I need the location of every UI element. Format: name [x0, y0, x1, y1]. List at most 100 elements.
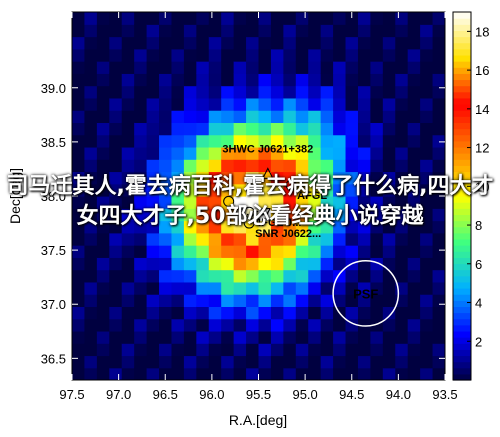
heatmap-cell — [308, 85, 322, 99]
heatmap-cell — [72, 208, 86, 222]
heatmap-cell — [432, 73, 445, 87]
heatmap-cell — [345, 110, 359, 123]
heatmap-cell — [171, 257, 185, 271]
heatmap-cell — [109, 61, 123, 74]
heatmap-cell — [208, 122, 222, 136]
heatmap-cell — [420, 196, 434, 209]
heatmap-cell — [432, 281, 445, 295]
heatmap-cell — [96, 73, 110, 87]
heatmap-cell — [345, 12, 359, 25]
heatmap-cell — [320, 61, 334, 74]
colorbar-segment — [453, 349, 471, 357]
heatmap-cell — [246, 183, 260, 197]
heatmap-cell — [109, 97, 123, 111]
heatmap-cell — [333, 12, 347, 25]
heatmap-cell — [333, 73, 347, 87]
heatmap-cell — [121, 208, 135, 222]
heatmap-cell — [333, 159, 347, 173]
heatmap-cell — [420, 73, 434, 87]
heatmap-cell — [134, 110, 148, 123]
heatmap-cell — [159, 294, 173, 307]
heatmap-cell — [357, 110, 371, 123]
heatmap-cell — [420, 343, 434, 357]
heatmap-cell — [420, 208, 434, 222]
heatmap-cell — [295, 245, 309, 258]
colorbar-segment — [453, 361, 471, 369]
heatmap-cell — [283, 232, 297, 246]
heatmap-cell — [395, 220, 409, 234]
heatmap-cell — [109, 355, 123, 369]
heatmap-cell — [121, 183, 135, 197]
x-tick-label: 93.5 — [432, 387, 457, 402]
heatmap-cell — [196, 355, 210, 369]
heatmap-cell — [382, 12, 396, 25]
colorbar-tick-label: 10 — [475, 179, 489, 194]
colorbar-segment — [453, 214, 471, 222]
heatmap-cell — [357, 367, 371, 380]
heatmap-cell — [96, 257, 110, 271]
heatmap-cell — [295, 85, 309, 99]
heatmap-cell — [84, 85, 98, 99]
heatmap-cell — [407, 122, 421, 136]
heatmap-cell — [208, 281, 222, 295]
heatmap-cell — [134, 12, 148, 25]
heatmap-cell — [196, 257, 210, 271]
heatmap-cell — [159, 306, 173, 320]
heatmap-cell — [159, 355, 173, 369]
heatmap-cell — [208, 146, 222, 160]
heatmap-cell — [72, 306, 86, 320]
heatmap-cell — [146, 294, 160, 307]
heatmap-cell — [134, 134, 148, 148]
heatmap-cell — [84, 61, 98, 74]
colorbar-segment — [453, 355, 471, 363]
heatmap-cell — [221, 73, 235, 87]
heatmap-cell — [407, 146, 421, 160]
colorbar-segment — [453, 165, 471, 173]
heatmap-cell — [146, 159, 160, 173]
heatmap-cell — [357, 208, 371, 222]
heatmap-cell — [171, 110, 185, 123]
heatmap-cell — [420, 12, 434, 25]
heatmap-cell — [357, 12, 371, 25]
heatmap-cell — [320, 196, 334, 209]
heatmap-cell — [382, 171, 396, 185]
heatmap-cell — [345, 196, 359, 209]
heatmap-cell — [72, 220, 86, 234]
colorbar-segment — [453, 30, 471, 38]
heatmap-cell — [171, 355, 185, 369]
heatmap-cell — [109, 12, 123, 25]
heatmap-cell — [295, 48, 309, 62]
heatmap-cell — [370, 232, 384, 246]
heatmap-cell — [183, 343, 197, 357]
heatmap-cell — [134, 208, 148, 222]
colorbar-segment — [453, 91, 471, 99]
heatmap-cell — [196, 208, 210, 222]
heatmap-cell — [246, 110, 260, 123]
heatmap-cell — [221, 146, 235, 160]
heatmap-cell — [357, 171, 371, 185]
x-tick-label: 94.0 — [386, 387, 411, 402]
heatmap-cell — [96, 306, 110, 320]
heatmap-cell — [159, 281, 173, 295]
heatmap-cell — [109, 122, 123, 136]
heatmap-cell — [407, 73, 421, 87]
heatmap-cell — [159, 48, 173, 62]
heatmap-cell — [382, 355, 396, 369]
heatmap-cell — [420, 146, 434, 160]
heatmap-cell — [283, 318, 297, 332]
heatmap-cell — [345, 48, 359, 62]
heatmap-cell — [121, 318, 135, 332]
heatmap-cell — [283, 36, 297, 50]
heatmap-cell — [258, 343, 272, 357]
heatmap-cell — [357, 196, 371, 209]
colorbar-segment — [453, 238, 471, 246]
heatmap-cell — [171, 61, 185, 74]
heatmap-cell — [221, 232, 235, 246]
heatmap-cell — [146, 220, 160, 234]
heatmap-cell — [295, 146, 309, 160]
heatmap-cell — [258, 232, 272, 246]
colorbar-segment — [453, 324, 471, 332]
heatmap-cell — [258, 245, 272, 258]
heatmap-cell — [357, 61, 371, 74]
heatmap-cell — [146, 12, 160, 25]
